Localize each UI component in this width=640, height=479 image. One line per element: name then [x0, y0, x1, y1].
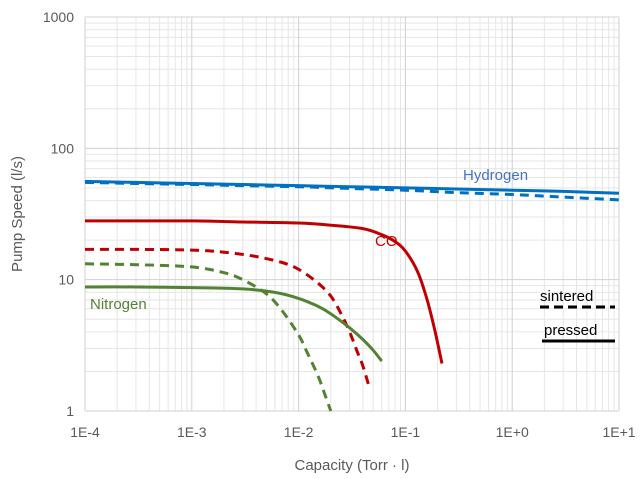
major-gridlines — [84, 16, 620, 412]
x-tick-label: 1E-1 — [391, 424, 421, 440]
minor-gridlines — [85, 17, 619, 411]
x-tick-label: 1E-3 — [177, 424, 207, 440]
x-tick-label: 1E-2 — [284, 424, 314, 440]
series-label-co: CO — [375, 233, 398, 250]
series-layer — [84, 179, 620, 412]
y-tick-label: 1000 — [43, 9, 74, 25]
legend-label-pressed: pressed — [544, 322, 597, 339]
legend-label-sintered: sintered — [540, 288, 593, 305]
series-label-nitrogen: Nitrogen — [90, 296, 147, 313]
series-label-hydrogen: Hydrogen — [463, 167, 528, 184]
x-axis-title: Capacity (Torr · l) — [294, 457, 409, 474]
y-tick-label: 1 — [66, 403, 74, 419]
x-axis-ticks: 1E-4 1E-3 1E-2 1E-1 1E+0 1E+1 — [70, 424, 636, 440]
y-axis-ticks: 1 10 100 1000 — [43, 9, 74, 419]
y-axis-title: Pump Speed (l/s) — [9, 156, 26, 272]
series-line-hydrogen-sintered — [84, 180, 620, 202]
series-line-nitrogen-sintered — [84, 262, 333, 412]
x-tick-label: 1E+0 — [496, 424, 529, 440]
x-tick-label: 1E+1 — [602, 424, 635, 440]
series-line-co-pressed — [84, 219, 444, 364]
y-tick-label: 100 — [51, 140, 75, 156]
y-tick-label: 10 — [58, 272, 74, 288]
legend: sintered pressed — [540, 288, 615, 343]
series-line-co-sintered — [84, 247, 370, 385]
series-line-nitrogen-pressed — [84, 285, 383, 363]
x-tick-label: 1E-4 — [70, 424, 100, 440]
